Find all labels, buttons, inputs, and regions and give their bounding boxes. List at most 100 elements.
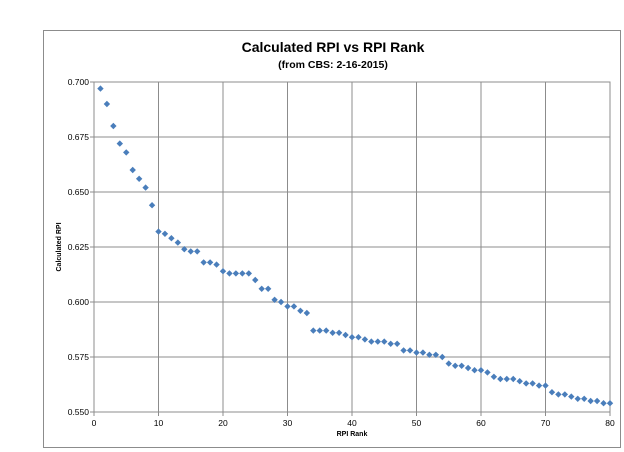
data-point [303, 309, 311, 317]
data-point [581, 395, 588, 402]
data-point [284, 303, 291, 310]
y-tick-label: 0.675 [68, 132, 90, 142]
y-tick-label: 0.600 [68, 297, 90, 307]
x-tick-label: 60 [476, 418, 486, 428]
data-point [400, 347, 407, 354]
data-point [310, 327, 317, 334]
data-point [297, 307, 304, 314]
data-point [439, 353, 446, 361]
data-point [213, 261, 220, 268]
y-axis-label: Calculated RPI [56, 222, 63, 271]
data-point [432, 351, 440, 358]
data-point [258, 285, 265, 292]
x-tick-label: 10 [154, 418, 164, 428]
x-tick-label: 70 [541, 418, 551, 428]
data-point [323, 327, 330, 334]
data-point [245, 270, 252, 277]
x-tick-label: 40 [347, 418, 357, 428]
data-point [477, 367, 485, 374]
data-point [452, 362, 459, 369]
data-point [142, 184, 149, 191]
data-point [348, 334, 356, 341]
data-point [155, 228, 162, 235]
y-tick-label: 0.550 [68, 407, 90, 417]
data-point [458, 362, 465, 369]
data-point [471, 367, 478, 374]
data-point [206, 259, 214, 266]
data-point [148, 202, 156, 209]
y-tick-label: 0.700 [68, 77, 90, 87]
data-point [103, 100, 111, 108]
gridlines [90, 81, 611, 416]
data-point [426, 351, 433, 358]
scatter-chart: Calculated RPI vs RPI Rank (from CBS: 2-… [56, 39, 615, 438]
data-point [168, 235, 175, 242]
data-point [542, 382, 549, 389]
data-point [232, 270, 240, 277]
data-point [135, 175, 143, 182]
data-point [413, 349, 420, 356]
x-tick-labels: 0 10 20 30 40 50 60 70 80 [92, 418, 615, 428]
data-point [187, 248, 194, 255]
data-point [219, 268, 227, 275]
chart-subtitle: (from CBS: 2-16-2015) [278, 59, 388, 71]
data-point [574, 395, 581, 402]
data-point [116, 140, 123, 147]
data-point [406, 347, 414, 354]
data-point [290, 303, 298, 310]
data-point [510, 375, 517, 383]
data-point [97, 85, 104, 92]
data-point [381, 338, 388, 345]
data-point [161, 230, 169, 237]
data-point [464, 364, 472, 372]
data-point [239, 270, 246, 277]
data-points [97, 85, 614, 407]
data-point [355, 334, 362, 341]
data-point [484, 369, 491, 376]
data-point [335, 329, 343, 336]
y-tick-label: 0.575 [68, 352, 90, 362]
data-point [361, 336, 369, 343]
data-point [387, 340, 394, 347]
data-point [329, 329, 336, 336]
data-point [368, 338, 375, 345]
data-point [200, 259, 207, 266]
data-point [174, 239, 182, 246]
x-axis-label: RPI Rank [337, 431, 368, 438]
data-point [226, 270, 233, 277]
data-point [129, 166, 136, 174]
x-tick-label: 0 [92, 418, 97, 428]
x-tick-label: 80 [605, 418, 615, 428]
data-point [316, 327, 323, 334]
x-tick-label: 50 [412, 418, 422, 428]
data-point [522, 380, 530, 387]
y-tick-labels: 0.550 0.575 0.600 0.625 0.650 0.675 0.700 [68, 77, 90, 417]
data-point [264, 285, 272, 292]
chart-frame: Calculated RPI vs RPI Rank (from CBS: 2-… [43, 30, 621, 448]
data-point [445, 360, 452, 367]
data-point [374, 338, 381, 345]
data-point [529, 380, 536, 387]
data-point [342, 331, 349, 339]
data-point [252, 276, 259, 284]
data-point [277, 298, 285, 306]
data-point [548, 389, 556, 396]
data-point [568, 393, 575, 400]
data-point [110, 122, 117, 130]
data-point [535, 382, 543, 389]
data-point [561, 391, 569, 398]
data-point [503, 375, 510, 383]
data-point [600, 400, 607, 407]
x-tick-label: 30 [283, 418, 293, 428]
data-point [587, 397, 594, 405]
data-point [555, 391, 562, 398]
y-tick-label: 0.625 [68, 242, 90, 252]
data-point [194, 248, 201, 255]
data-point [123, 149, 130, 156]
data-point [593, 397, 601, 405]
data-point [419, 349, 427, 356]
data-point [490, 373, 498, 380]
data-point [606, 400, 614, 407]
chart-title: Calculated RPI vs RPI Rank [242, 39, 425, 55]
data-point [181, 246, 188, 253]
